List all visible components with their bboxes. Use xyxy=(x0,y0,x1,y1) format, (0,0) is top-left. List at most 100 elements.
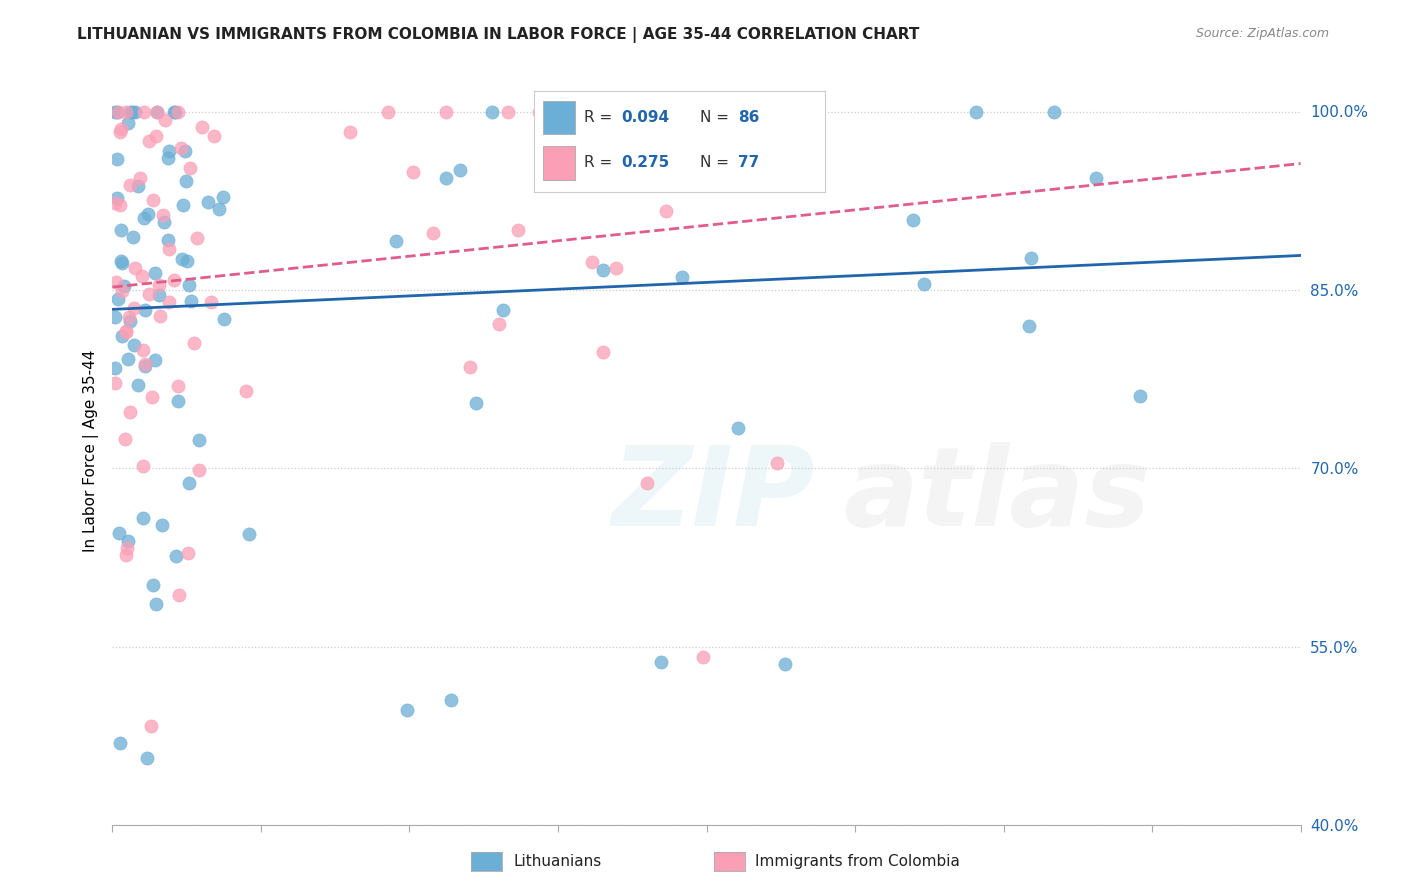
Point xyxy=(197,194,219,209)
Point xyxy=(138,287,160,301)
Point xyxy=(238,527,260,541)
Point xyxy=(143,353,166,368)
Point xyxy=(167,394,190,409)
Point xyxy=(385,234,408,248)
Point xyxy=(492,303,515,318)
Point xyxy=(179,161,201,176)
Point xyxy=(138,134,160,148)
Point xyxy=(110,121,132,136)
Point xyxy=(434,170,457,185)
Point xyxy=(773,657,796,671)
Point xyxy=(901,213,924,227)
Point xyxy=(165,549,187,564)
Point xyxy=(481,104,503,119)
Point xyxy=(111,256,134,270)
Point xyxy=(170,252,193,266)
Point xyxy=(650,655,672,669)
Point xyxy=(115,326,138,340)
Point xyxy=(685,104,707,119)
Point xyxy=(143,267,166,281)
Point xyxy=(592,263,614,277)
Point xyxy=(636,475,658,490)
Point xyxy=(134,211,156,226)
Point xyxy=(449,163,471,178)
Point xyxy=(506,223,529,237)
Point xyxy=(177,545,200,559)
Point xyxy=(395,703,418,717)
Point xyxy=(553,104,575,119)
Text: Lithuanians: Lithuanians xyxy=(513,855,602,869)
Point xyxy=(157,295,180,310)
Point xyxy=(633,104,655,119)
Point xyxy=(122,229,145,244)
Point xyxy=(488,317,510,331)
Point xyxy=(686,178,709,192)
Point xyxy=(134,303,156,318)
Point xyxy=(145,597,167,611)
Point xyxy=(104,104,127,119)
Point xyxy=(176,253,198,268)
Point xyxy=(134,104,156,119)
Point xyxy=(202,129,225,144)
Point xyxy=(422,227,444,241)
Point xyxy=(129,171,152,186)
Point xyxy=(152,517,174,532)
Point xyxy=(108,735,131,749)
Point xyxy=(127,378,149,392)
Point xyxy=(167,589,190,603)
Point xyxy=(592,345,614,359)
Point xyxy=(183,335,205,350)
Point xyxy=(118,104,141,119)
Point xyxy=(136,207,159,221)
Point xyxy=(148,288,170,302)
Point xyxy=(127,179,149,194)
Point xyxy=(188,433,211,447)
Point xyxy=(465,396,488,410)
Point xyxy=(167,104,190,119)
Point xyxy=(132,511,155,525)
Point xyxy=(122,301,145,316)
Point xyxy=(177,475,200,490)
Text: atlas: atlas xyxy=(844,442,1150,549)
Point xyxy=(142,578,165,592)
Point xyxy=(111,284,134,298)
Point xyxy=(172,197,194,211)
Point xyxy=(1019,252,1042,266)
Point xyxy=(758,104,780,119)
Point xyxy=(440,692,463,706)
Text: Immigrants from Colombia: Immigrants from Colombia xyxy=(755,855,960,869)
Point xyxy=(132,343,155,357)
Point xyxy=(107,292,129,306)
Point xyxy=(141,390,163,404)
Point xyxy=(735,104,758,119)
Point xyxy=(553,154,575,169)
Point xyxy=(118,178,141,193)
Point xyxy=(581,255,603,269)
Point xyxy=(118,314,141,328)
Point xyxy=(159,144,181,158)
Point xyxy=(104,275,127,289)
Point xyxy=(1018,318,1040,333)
Point xyxy=(107,104,129,119)
Point xyxy=(114,548,136,562)
Point xyxy=(156,151,179,165)
Text: LITHUANIAN VS IMMIGRANTS FROM COLOMBIA IN LABOR FORCE | AGE 35-44 CORRELATION CH: LITHUANIAN VS IMMIGRANTS FROM COLOMBIA I… xyxy=(77,27,920,43)
Point xyxy=(104,196,127,211)
Point xyxy=(120,404,142,418)
Point xyxy=(574,161,596,176)
Point xyxy=(134,357,156,371)
Point xyxy=(434,104,457,119)
Point xyxy=(114,324,136,338)
Point xyxy=(339,125,361,139)
Point xyxy=(131,269,153,284)
Point xyxy=(131,458,153,473)
Point xyxy=(108,525,131,540)
Point xyxy=(402,164,425,178)
Point xyxy=(141,719,163,733)
Point xyxy=(157,233,180,247)
Point xyxy=(108,198,131,212)
Point xyxy=(111,328,134,343)
Point xyxy=(1128,389,1150,403)
Point xyxy=(727,421,749,435)
Point xyxy=(110,254,132,268)
